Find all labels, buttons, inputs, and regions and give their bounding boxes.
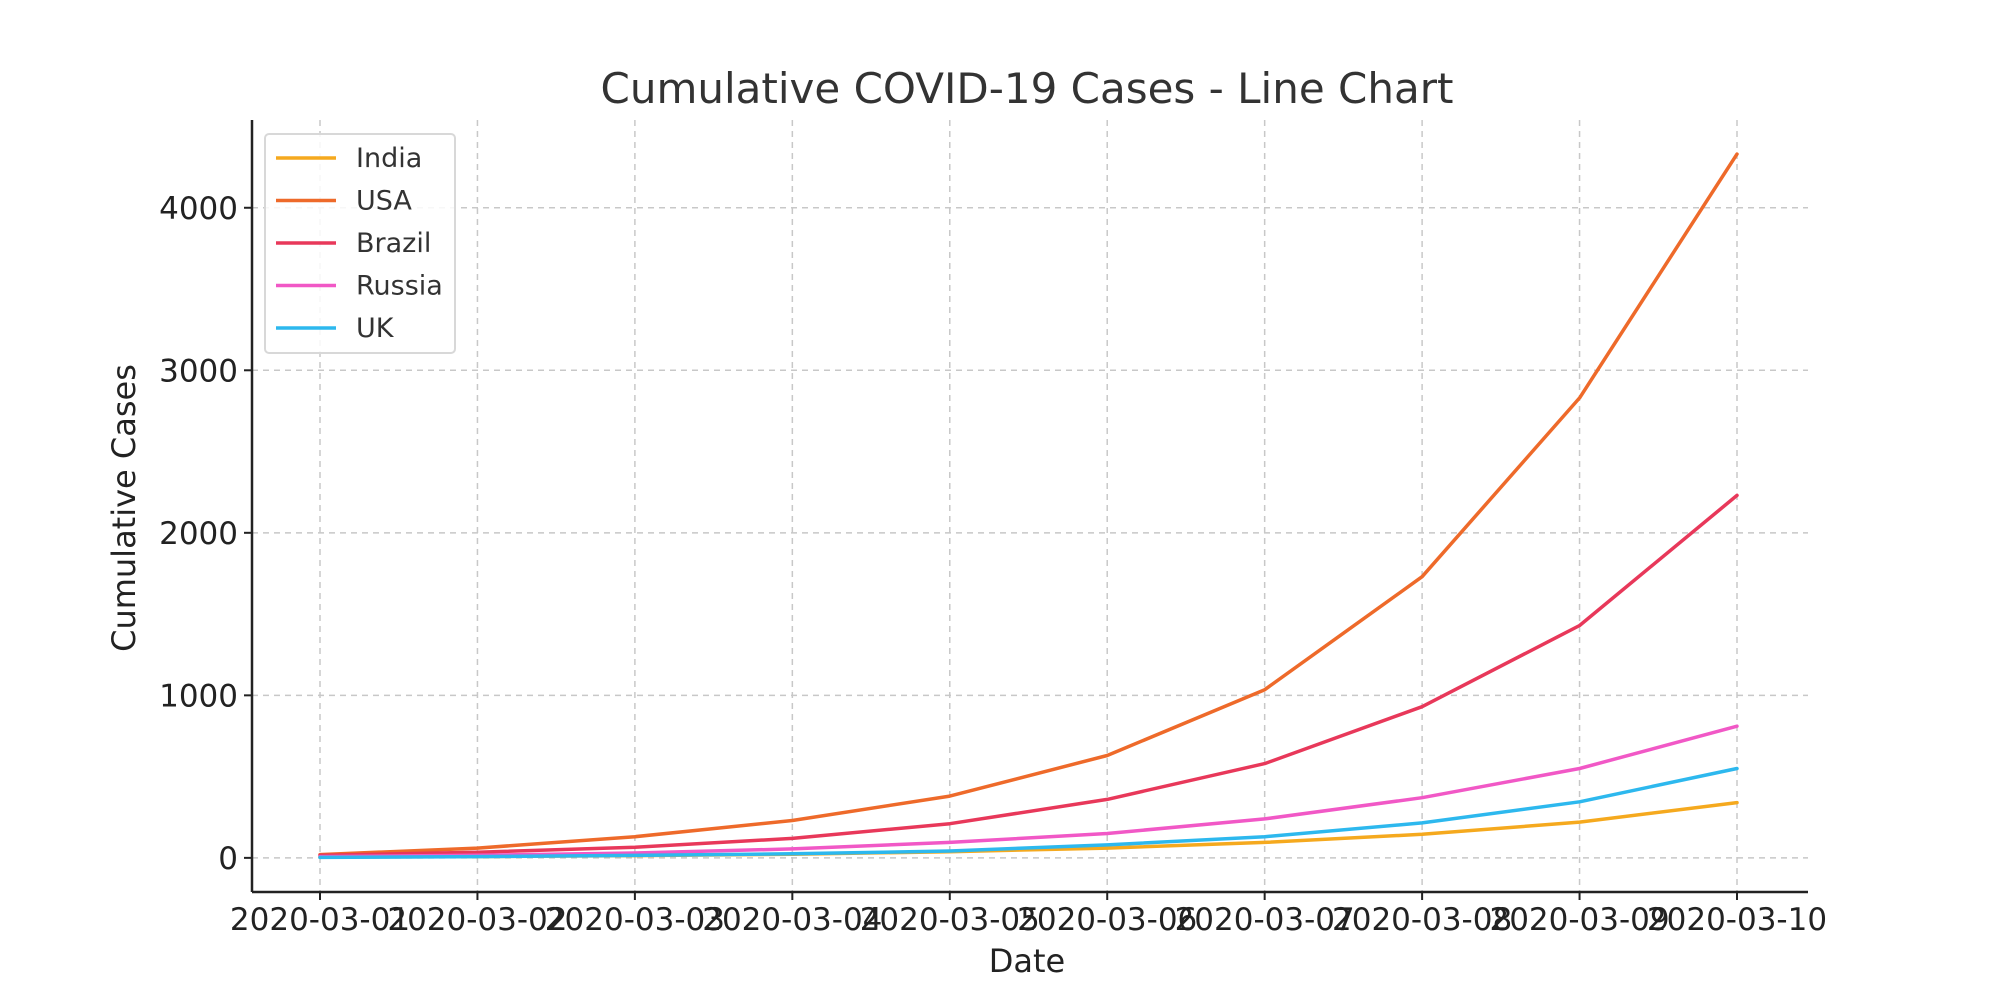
series-line-russia xyxy=(318,724,1739,859)
axes xyxy=(250,120,1808,894)
x-tick-label: 2020-03-02 xyxy=(387,902,567,938)
series-line-brazil xyxy=(318,493,1739,858)
x-tick-label: 2020-03-09 xyxy=(1489,902,1669,938)
x-tick-label: 2020-03-05 xyxy=(860,902,1040,938)
x-tick-label: 2020-03-07 xyxy=(1175,902,1355,938)
x-tick-label: 2020-03-10 xyxy=(1647,902,1827,938)
series-line-uk xyxy=(318,766,1739,860)
x-tick-label: 2020-03-06 xyxy=(1017,902,1197,938)
x-tick-label: 2020-03-03 xyxy=(545,902,725,938)
x-tick-label: 2020-03-04 xyxy=(702,902,882,938)
x-axis-label: Date xyxy=(989,942,1065,980)
series-group xyxy=(318,152,1739,860)
y-tick-label: 2000 xyxy=(159,516,238,552)
y-tick-label: 0 xyxy=(218,841,238,877)
legend-box xyxy=(264,133,456,354)
legend: India USA Brazil Russia UK xyxy=(264,133,456,354)
x-ticks: 2020-03-012020-03-022020-03-032020-03-04… xyxy=(230,892,1827,938)
legend-label-usa: USA xyxy=(356,186,412,217)
legend-label-russia: Russia xyxy=(356,271,443,302)
series-line-usa xyxy=(318,152,1739,857)
y-axis-label: Cumulative Cases xyxy=(105,364,143,652)
y-tick-label: 4000 xyxy=(159,191,238,227)
y-ticks: 0 1000 2000 3000 4000 xyxy=(159,191,252,877)
legend-label-brazil: Brazil xyxy=(356,228,431,259)
y-tick-label: 1000 xyxy=(159,678,238,714)
chart-title: Cumulative COVID-19 Cases - Line Chart xyxy=(601,64,1454,113)
legend-label-uk: UK xyxy=(356,313,395,344)
legend-label-india: India xyxy=(356,143,422,174)
x-tick-label: 2020-03-08 xyxy=(1332,902,1512,938)
y-tick-label: 3000 xyxy=(159,353,238,389)
x-tick-label: 2020-03-01 xyxy=(230,902,410,938)
